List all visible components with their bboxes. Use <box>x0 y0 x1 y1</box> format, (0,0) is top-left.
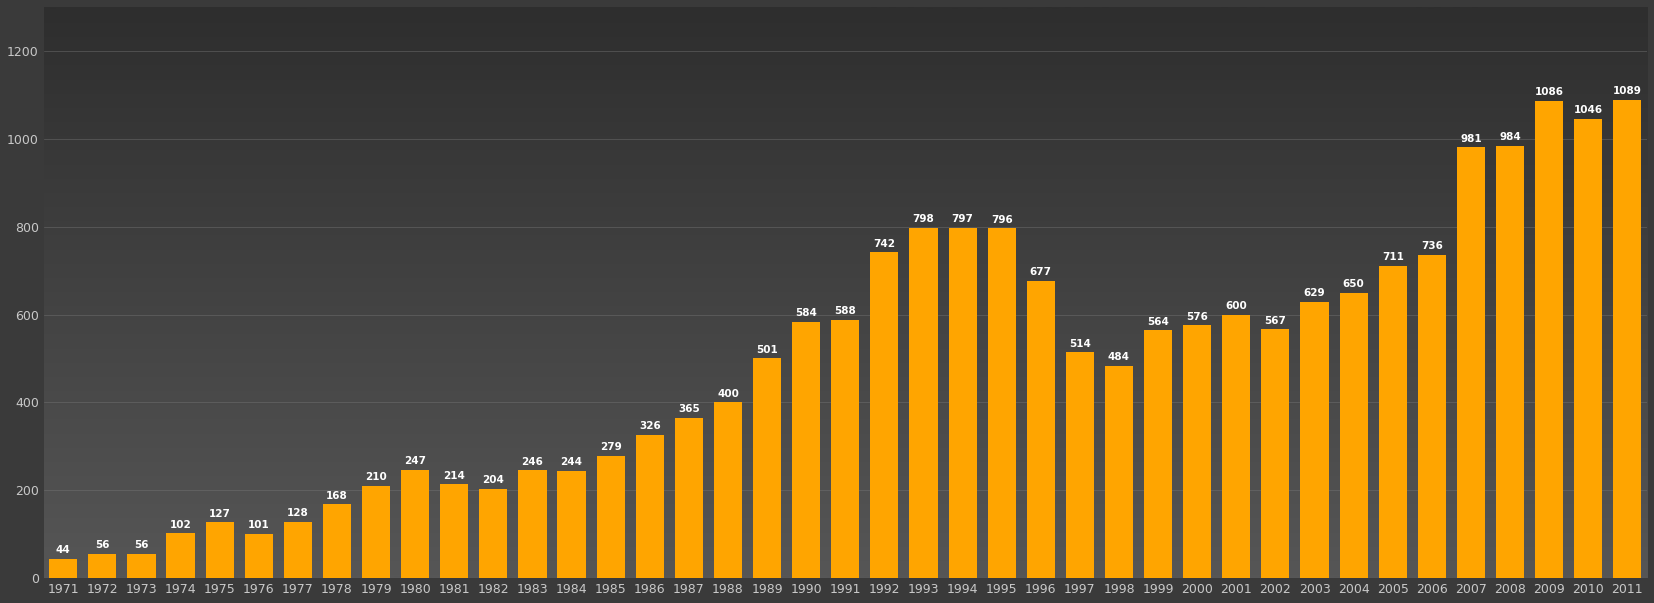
Bar <box>518 470 546 578</box>
Text: 101: 101 <box>248 520 270 530</box>
Text: 798: 798 <box>913 214 935 224</box>
Bar <box>1222 315 1250 578</box>
Bar <box>675 418 703 578</box>
Text: 576: 576 <box>1186 312 1207 321</box>
Text: 984: 984 <box>1499 132 1522 142</box>
Text: 365: 365 <box>678 404 700 414</box>
Text: 247: 247 <box>404 456 427 466</box>
Bar <box>948 228 976 578</box>
Text: 564: 564 <box>1148 317 1169 327</box>
Text: 1089: 1089 <box>1613 86 1642 96</box>
Text: 584: 584 <box>796 308 817 318</box>
Text: 56: 56 <box>134 540 149 550</box>
Bar <box>284 522 313 578</box>
Bar <box>1145 330 1173 578</box>
Text: 600: 600 <box>1226 301 1247 311</box>
Text: 128: 128 <box>288 508 309 519</box>
Bar <box>1417 255 1446 578</box>
Text: 484: 484 <box>1108 352 1130 362</box>
Bar <box>792 321 820 578</box>
Text: 736: 736 <box>1421 241 1442 251</box>
Text: 677: 677 <box>1030 267 1052 277</box>
Text: 127: 127 <box>208 509 230 519</box>
Text: 244: 244 <box>561 458 582 467</box>
Text: 400: 400 <box>718 389 739 399</box>
Text: 796: 796 <box>991 215 1012 225</box>
Bar <box>205 522 233 578</box>
Text: 44: 44 <box>56 545 71 555</box>
Bar <box>910 227 938 578</box>
Bar <box>323 504 351 578</box>
Bar <box>1613 99 1641 578</box>
Bar <box>1575 119 1603 578</box>
Text: 567: 567 <box>1264 315 1287 326</box>
Text: 588: 588 <box>834 306 857 317</box>
Text: 246: 246 <box>521 456 544 467</box>
Text: 797: 797 <box>951 215 974 224</box>
Bar <box>1262 329 1290 578</box>
Text: 742: 742 <box>873 239 895 248</box>
Text: 102: 102 <box>170 520 192 530</box>
Text: 1046: 1046 <box>1573 105 1603 115</box>
Bar <box>88 554 116 578</box>
Bar <box>1300 302 1328 578</box>
Bar <box>1105 365 1133 578</box>
Text: 650: 650 <box>1343 279 1365 289</box>
Text: 214: 214 <box>443 471 465 481</box>
Text: 514: 514 <box>1068 339 1092 349</box>
Bar <box>245 534 273 578</box>
Text: 629: 629 <box>1303 288 1325 298</box>
Text: 168: 168 <box>326 491 347 501</box>
Text: 711: 711 <box>1381 252 1404 262</box>
Bar <box>753 358 781 578</box>
Text: 56: 56 <box>94 540 109 550</box>
Bar <box>480 488 508 578</box>
Bar <box>832 320 860 578</box>
Bar <box>1027 281 1055 578</box>
Bar <box>1379 266 1408 578</box>
Bar <box>127 554 155 578</box>
Bar <box>1457 147 1485 578</box>
Text: 326: 326 <box>638 421 660 431</box>
Bar <box>1340 292 1368 578</box>
Bar <box>1065 352 1093 578</box>
Text: 501: 501 <box>756 344 777 355</box>
Text: 279: 279 <box>600 442 622 452</box>
Bar <box>987 229 1016 578</box>
Bar <box>715 402 743 578</box>
Bar <box>167 534 195 578</box>
Text: 1086: 1086 <box>1535 87 1563 98</box>
Text: 204: 204 <box>483 475 504 485</box>
Bar <box>597 456 625 578</box>
Bar <box>362 486 390 578</box>
Bar <box>400 470 430 578</box>
Bar <box>1535 101 1563 578</box>
Text: 981: 981 <box>1460 134 1482 144</box>
Bar <box>557 471 586 578</box>
Bar <box>1183 325 1211 578</box>
Bar <box>50 559 78 578</box>
Bar <box>1495 146 1523 578</box>
Bar <box>635 435 663 578</box>
Bar <box>870 252 898 578</box>
Text: 210: 210 <box>366 472 387 482</box>
Bar <box>440 484 468 578</box>
